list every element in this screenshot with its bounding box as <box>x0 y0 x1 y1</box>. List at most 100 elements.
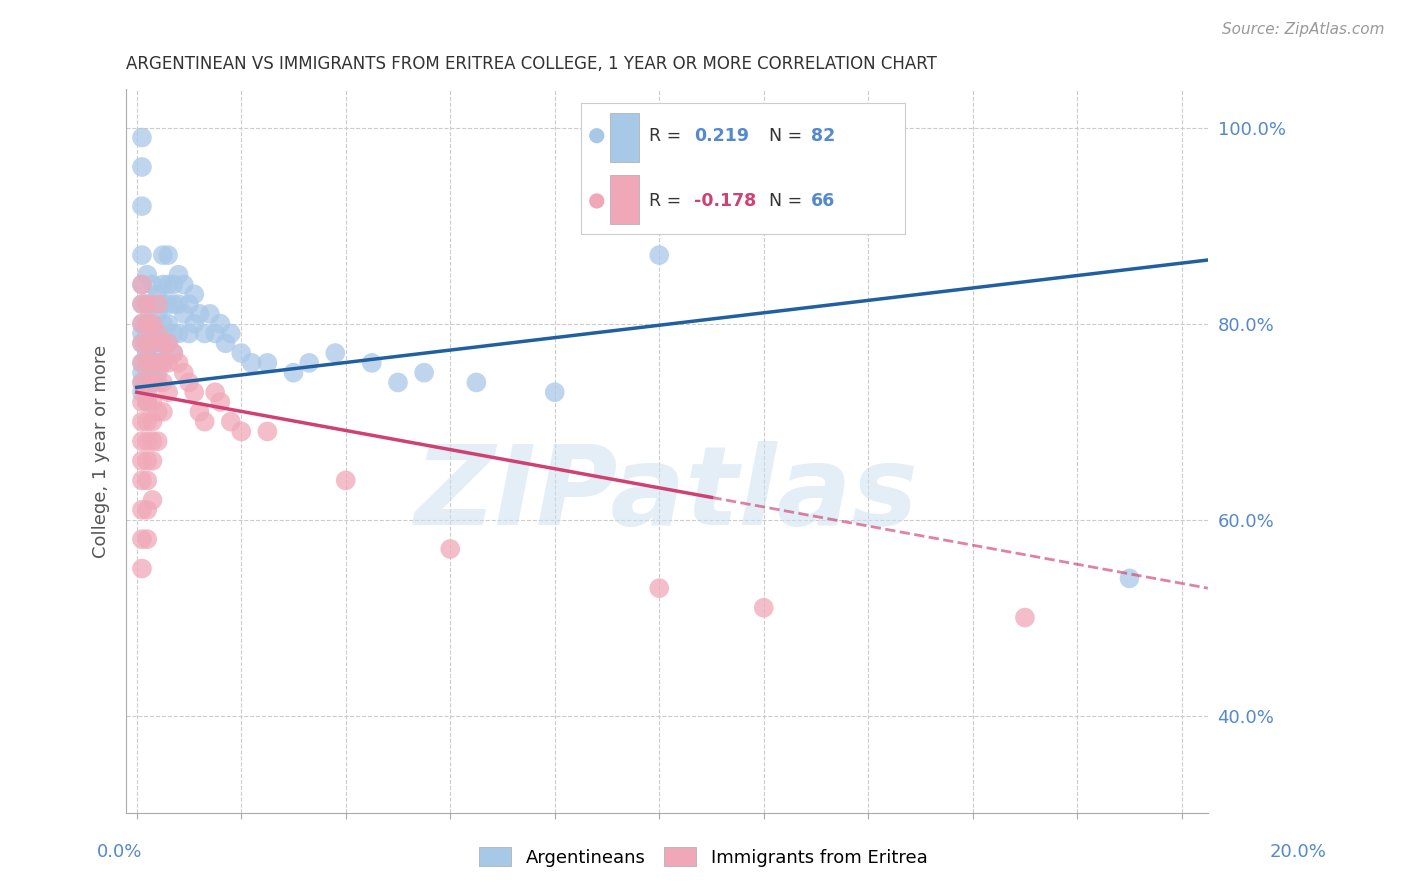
Point <box>141 434 163 449</box>
Point <box>152 297 174 311</box>
Point <box>136 297 159 311</box>
Point <box>162 297 184 311</box>
Point <box>136 336 159 351</box>
Point <box>167 268 190 282</box>
Point <box>131 356 153 370</box>
Point <box>298 356 321 370</box>
Point <box>183 385 205 400</box>
Point <box>157 277 180 292</box>
Point <box>131 376 153 390</box>
Point <box>141 356 163 370</box>
Point <box>387 376 409 390</box>
Point <box>152 248 174 262</box>
Point <box>183 317 205 331</box>
Point <box>136 503 159 517</box>
Point <box>231 425 253 439</box>
Point <box>173 366 195 380</box>
Point <box>173 277 195 292</box>
Point <box>162 346 184 360</box>
Point <box>146 346 169 360</box>
Point <box>198 307 221 321</box>
Point <box>152 277 174 292</box>
Point <box>131 356 153 370</box>
Point <box>157 356 180 370</box>
Point <box>188 307 211 321</box>
Point <box>136 366 159 380</box>
Point <box>141 376 163 390</box>
Point <box>131 297 153 311</box>
Text: 20.0%: 20.0% <box>1270 843 1326 861</box>
Point <box>131 297 153 311</box>
Point <box>131 385 153 400</box>
Point <box>141 277 163 292</box>
Point <box>177 297 200 311</box>
Point <box>335 474 357 488</box>
Point <box>465 376 488 390</box>
Point <box>131 199 153 213</box>
Point <box>152 356 174 370</box>
Point <box>146 434 169 449</box>
Point <box>136 356 159 370</box>
Point <box>131 160 153 174</box>
Point <box>544 385 567 400</box>
Point <box>413 366 436 380</box>
Point <box>323 346 346 360</box>
Point <box>146 376 169 390</box>
Point <box>141 336 163 351</box>
Point <box>131 317 153 331</box>
Point <box>214 336 236 351</box>
Point <box>209 317 232 331</box>
Point <box>141 415 163 429</box>
Point <box>136 434 159 449</box>
Point <box>157 336 180 351</box>
Text: 0.0%: 0.0% <box>97 843 142 861</box>
Point <box>146 356 169 370</box>
Point <box>177 326 200 341</box>
Point <box>157 248 180 262</box>
Point <box>146 287 169 301</box>
Point <box>136 395 159 409</box>
Text: ZIPatlas: ZIPatlas <box>415 441 920 548</box>
Point <box>131 376 153 390</box>
Point <box>146 356 169 370</box>
Text: Source: ZipAtlas.com: Source: ZipAtlas.com <box>1222 22 1385 37</box>
Point <box>131 326 153 341</box>
Point <box>157 297 180 311</box>
Point <box>256 356 278 370</box>
Point <box>136 356 159 370</box>
Point <box>177 376 200 390</box>
Point <box>131 532 153 546</box>
Point <box>131 366 153 380</box>
Point <box>136 317 159 331</box>
Legend: Argentineans, Immigrants from Eritrea: Argentineans, Immigrants from Eritrea <box>471 840 935 874</box>
Point <box>219 326 242 341</box>
Point <box>240 356 263 370</box>
Point <box>152 336 174 351</box>
Point <box>131 277 153 292</box>
Point <box>131 561 153 575</box>
Point <box>131 503 153 517</box>
Point <box>360 356 382 370</box>
Point <box>131 336 153 351</box>
Point <box>204 326 226 341</box>
Point <box>131 454 153 468</box>
Point <box>167 297 190 311</box>
Point <box>152 336 174 351</box>
Point <box>141 297 163 311</box>
Point <box>136 346 159 360</box>
Point <box>136 415 159 429</box>
Point <box>146 326 169 341</box>
Point <box>131 130 153 145</box>
Point <box>167 356 190 370</box>
Point <box>131 277 153 292</box>
Point <box>162 277 184 292</box>
Point <box>141 376 163 390</box>
Point <box>648 248 671 262</box>
Point <box>1118 571 1140 585</box>
Point <box>173 307 195 321</box>
Point <box>648 581 671 595</box>
Point <box>188 405 211 419</box>
Point <box>162 346 184 360</box>
Point <box>131 474 153 488</box>
Point <box>146 366 169 380</box>
